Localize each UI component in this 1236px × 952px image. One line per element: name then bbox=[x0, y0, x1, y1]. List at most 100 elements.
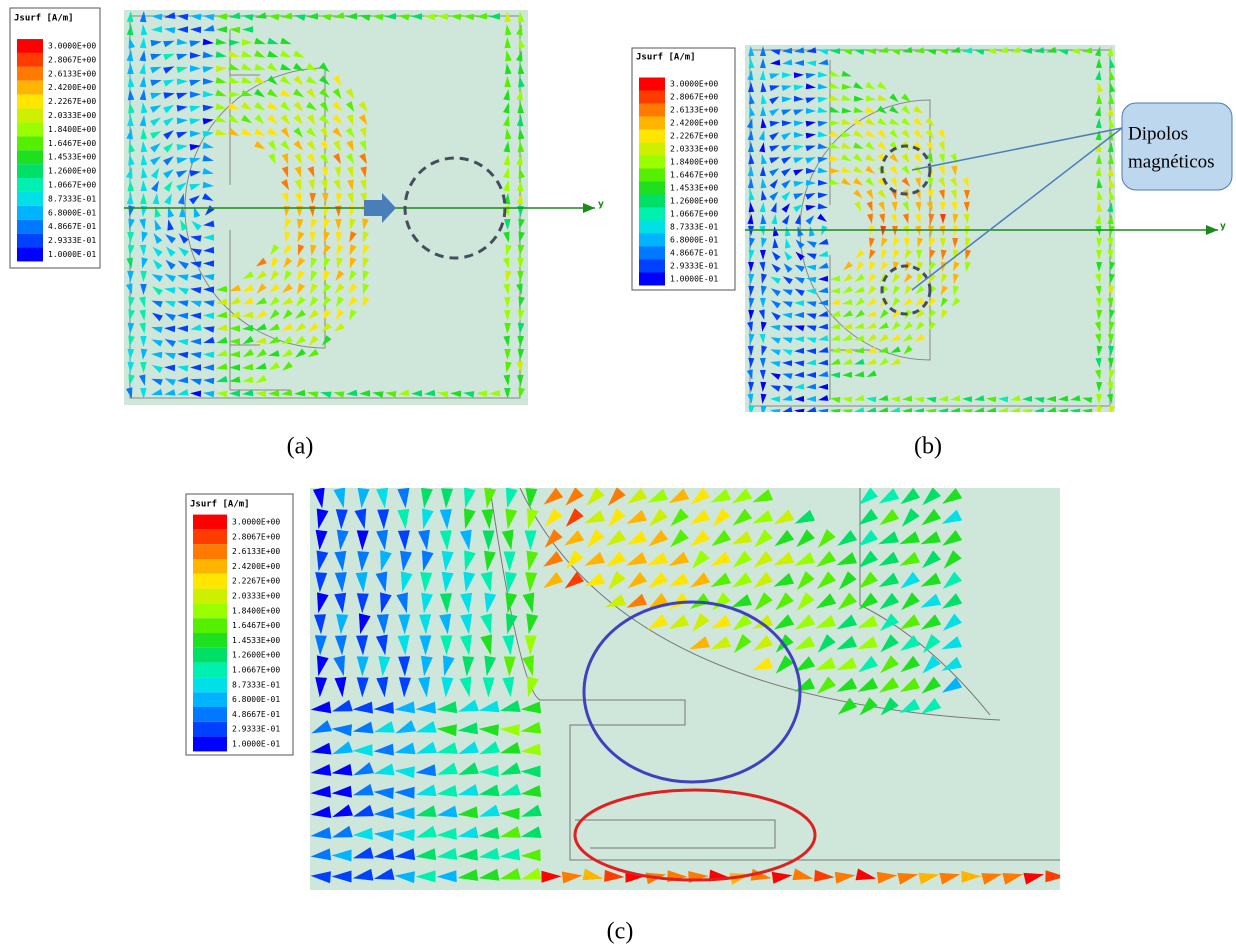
field-arrow bbox=[216, 285, 228, 293]
field-arrow bbox=[781, 120, 792, 127]
field-arrow bbox=[503, 167, 510, 179]
legend-swatch bbox=[639, 155, 665, 169]
legend-label: 2.2267E+00 bbox=[48, 97, 96, 106]
field-arrow bbox=[349, 309, 357, 321]
field-arrow bbox=[345, 88, 355, 100]
field-arrow bbox=[436, 847, 458, 860]
field-arrow bbox=[310, 806, 332, 818]
field-arrow bbox=[128, 141, 135, 153]
field-arrow bbox=[1107, 237, 1113, 248]
field-arrow bbox=[913, 105, 924, 114]
field-arrow bbox=[793, 120, 804, 127]
field-arrow bbox=[203, 78, 214, 85]
field-arrow bbox=[926, 153, 933, 164]
field-arrow bbox=[866, 201, 873, 212]
field-arrow bbox=[460, 634, 472, 656]
field-arrow bbox=[319, 75, 330, 86]
field-arrow bbox=[1095, 214, 1102, 225]
field-arrow bbox=[436, 701, 458, 714]
field-arrow bbox=[478, 827, 500, 839]
field-arrow bbox=[140, 335, 147, 347]
field-arrow bbox=[817, 71, 828, 78]
field-arrow bbox=[899, 551, 921, 566]
field-arrow bbox=[805, 157, 816, 164]
field-arrow bbox=[268, 350, 280, 357]
field-arrows bbox=[126, 11, 525, 399]
legend-swatch bbox=[17, 219, 43, 234]
field-arrow bbox=[126, 167, 133, 179]
field-arrow bbox=[782, 337, 793, 344]
field-arrow bbox=[794, 360, 805, 367]
field-arrow bbox=[190, 324, 202, 331]
highlight-circle bbox=[582, 600, 802, 784]
field-arrow bbox=[141, 231, 148, 243]
field-arrow bbox=[482, 530, 495, 551]
field-arrow bbox=[772, 226, 779, 237]
field-arrow bbox=[952, 225, 959, 236]
field-arrow bbox=[731, 530, 753, 545]
field-arrow bbox=[841, 131, 852, 138]
field-arrow bbox=[189, 105, 201, 112]
field-arrow bbox=[904, 285, 913, 296]
field-arrow bbox=[544, 529, 563, 548]
field-arrow bbox=[817, 179, 828, 186]
field-arrow bbox=[280, 37, 292, 45]
field-arrow bbox=[878, 47, 889, 53]
field-arrow bbox=[915, 297, 925, 307]
field-arrow bbox=[254, 114, 265, 125]
field-arrow bbox=[335, 509, 348, 530]
field-arrow bbox=[436, 742, 458, 754]
field-arrow bbox=[518, 128, 525, 140]
field-arrow bbox=[1095, 166, 1102, 177]
field-arrow bbox=[437, 762, 458, 775]
field-arrow bbox=[165, 234, 176, 244]
field-arrow bbox=[293, 140, 303, 151]
field-arrow bbox=[280, 127, 290, 139]
field-arrow bbox=[797, 226, 804, 237]
field-arrow bbox=[793, 84, 804, 91]
legend-swatch bbox=[193, 529, 227, 545]
field-arrow bbox=[376, 676, 389, 698]
field-arrow bbox=[373, 848, 395, 860]
field-arrow bbox=[889, 93, 899, 103]
field-arrow bbox=[902, 395, 913, 402]
field-arrow bbox=[436, 805, 458, 818]
field-arrow bbox=[829, 82, 840, 89]
field-arrow bbox=[255, 390, 267, 398]
field-arrow bbox=[203, 25, 215, 32]
field-arrow bbox=[853, 107, 864, 113]
field-arrow bbox=[331, 825, 353, 838]
field-arrow bbox=[806, 348, 817, 355]
field-arrow bbox=[734, 634, 752, 654]
field-arrow bbox=[759, 249, 766, 260]
field-arrow bbox=[378, 656, 391, 677]
legend-label: 1.2600E+00 bbox=[48, 167, 96, 176]
field-arrow bbox=[309, 296, 319, 308]
field-arrow bbox=[140, 193, 147, 205]
field-arrow bbox=[842, 409, 853, 412]
field-arrow bbox=[781, 203, 791, 213]
field-arrow bbox=[817, 213, 827, 222]
field-arrow bbox=[294, 14, 306, 21]
field-arrow bbox=[228, 102, 240, 110]
field-arrow bbox=[648, 529, 669, 547]
field-arrow bbox=[781, 109, 792, 116]
field-arrow bbox=[442, 655, 455, 677]
field-arrow bbox=[517, 348, 525, 360]
legend-label: 1.2600E+00 bbox=[232, 651, 280, 660]
field-arrow bbox=[841, 83, 852, 90]
field-arrow bbox=[841, 142, 852, 149]
field-arrow bbox=[128, 374, 135, 386]
field-arrow bbox=[760, 285, 767, 296]
legend-label: 6.8000E-01 bbox=[48, 208, 96, 217]
field-arrow bbox=[517, 63, 525, 75]
field-arrow bbox=[1095, 130, 1102, 141]
field-arrow bbox=[281, 166, 289, 178]
legend-label: 2.9333E-01 bbox=[48, 236, 96, 245]
field-arrow bbox=[499, 826, 521, 838]
field-arrow bbox=[748, 154, 755, 165]
field-arrow bbox=[854, 347, 865, 354]
field-arrow bbox=[837, 530, 858, 546]
field-arrow bbox=[385, 391, 397, 398]
field-arrow bbox=[1070, 408, 1081, 412]
